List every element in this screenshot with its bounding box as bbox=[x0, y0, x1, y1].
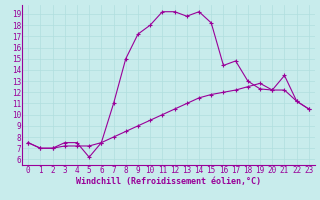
X-axis label: Windchill (Refroidissement éolien,°C): Windchill (Refroidissement éolien,°C) bbox=[76, 177, 261, 186]
